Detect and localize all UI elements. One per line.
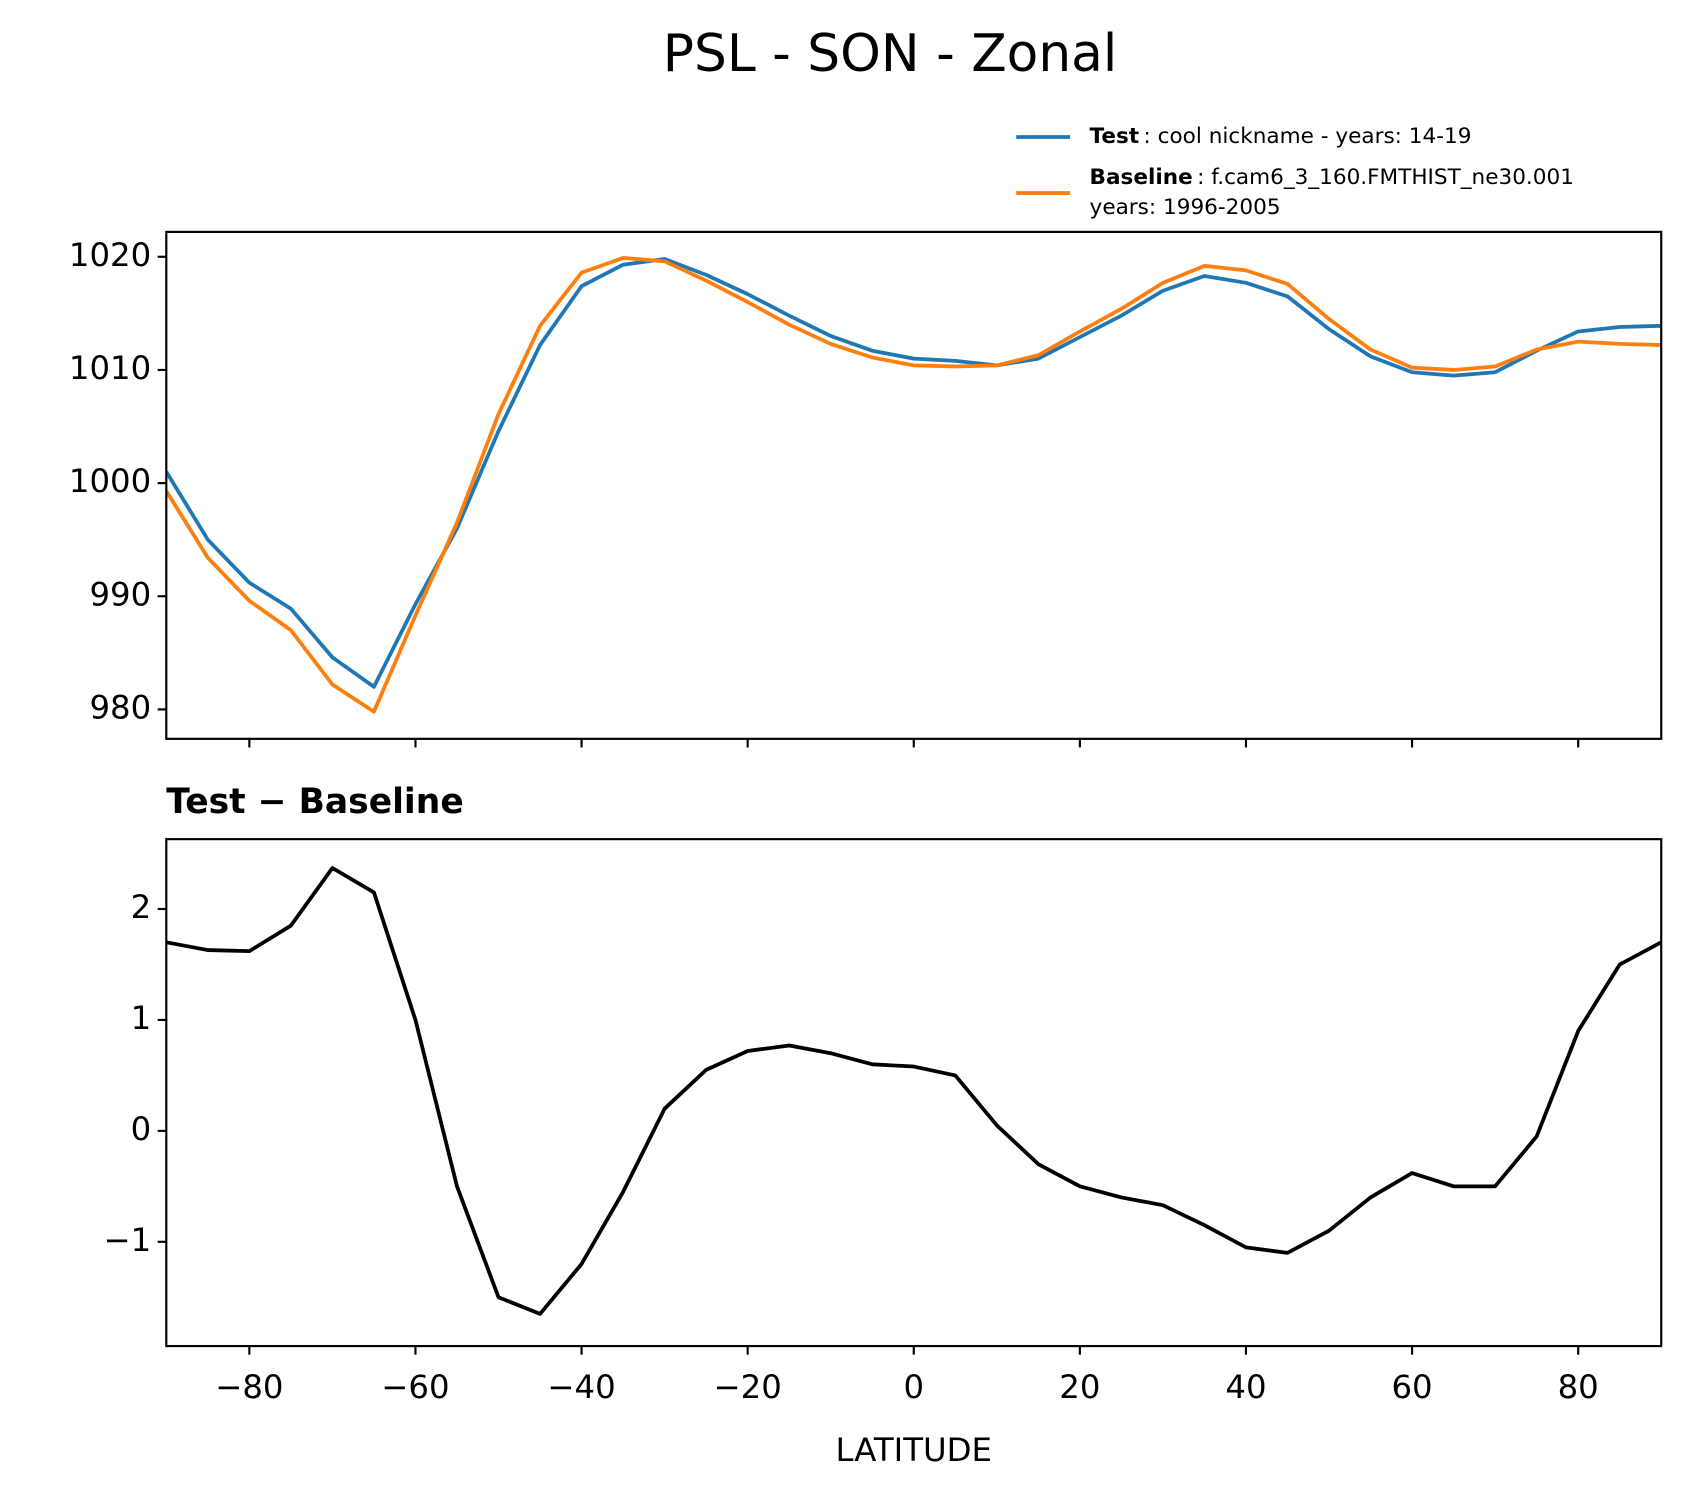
x-tick-label: −20 [714,1368,782,1406]
x-tick-label: 80 [1558,1368,1599,1406]
x-tick-label: −40 [547,1368,615,1406]
plot-area [166,866,1662,1316]
x-tick-label: 20 [1059,1368,1100,1406]
y-tick-label: 1000 [69,462,151,500]
legend-name: Test [1090,124,1140,149]
x-tick-label: −80 [215,1368,283,1406]
axes-frame [165,838,1663,1348]
legend-label: Test: cool nickname - years: 14-19 [1090,124,1472,149]
plot-area [166,256,1662,714]
legend-label: Baseline: f.cam6_3_160.FMTHIST_ne30.001 [1090,165,1574,190]
legend-name: Baseline [1090,165,1193,190]
x-axis-label: LATITUDE [836,1431,992,1469]
y-tick-label: 980 [89,688,151,726]
series-line [166,256,1662,714]
y-tick-label: 1020 [69,236,151,274]
legend-description: years: 1996-2005 [1090,195,1281,220]
y-tick-label: −1 [104,1221,152,1259]
y-tick-label: 990 [89,575,151,613]
figure-title: PSL - SON - Zonal [663,24,1117,84]
axes-frame [165,230,1663,740]
y-tick-label: 0 [131,1110,152,1148]
y-tick-label: 1010 [69,349,151,387]
x-tick-label: 0 [903,1368,924,1406]
series-line [166,866,1662,1316]
y-tick-label: 2 [131,888,152,926]
x-tick-label: −60 [381,1368,449,1406]
panel-title: Test − Baseline [166,782,463,822]
x-tick-label: 60 [1391,1368,1432,1406]
series-line [166,257,1662,689]
x-tick-label: 40 [1225,1368,1266,1406]
y-tick-label: 1 [131,999,152,1037]
legend-description: : cool nickname - years: 14-19 [1144,124,1472,149]
legend-description: : f.cam6_3_160.FMTHIST_ne30.001 [1197,165,1574,190]
